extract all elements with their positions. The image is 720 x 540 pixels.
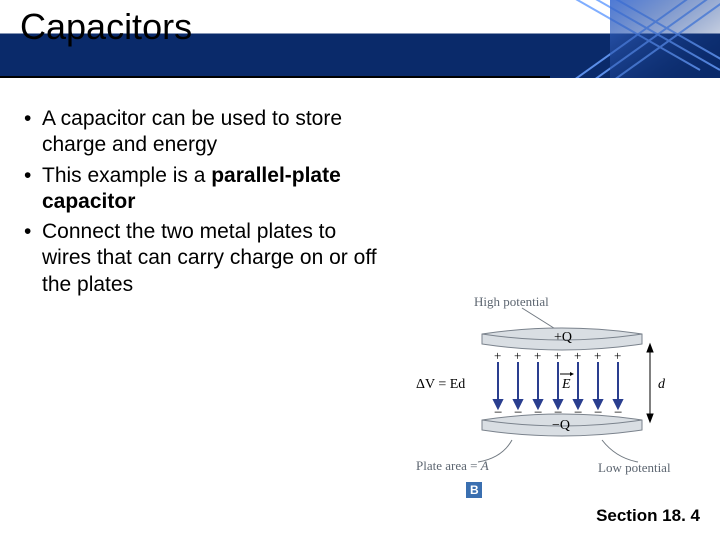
top-plate: +Q	[482, 328, 642, 350]
svg-text:E: E	[561, 377, 571, 392]
label-plus-q: +Q	[554, 330, 572, 345]
bullet-text: A capacitor can be used to store charge …	[42, 107, 342, 156]
bullet-item: Connect the two metal plates to wires th…	[20, 219, 390, 298]
bullet-item: This example is a parallel-plate capacit…	[20, 163, 390, 216]
bullet-item: A capacitor can be used to store charge …	[20, 106, 390, 159]
svg-text:+: +	[574, 348, 581, 363]
svg-text:+: +	[594, 348, 601, 363]
svg-text:+: +	[614, 348, 621, 363]
dimension-d: d	[647, 344, 666, 422]
label-minus-q: −Q	[552, 418, 570, 433]
svg-text:+: +	[554, 348, 561, 363]
label-plate-area: Plate area = A	[416, 458, 489, 473]
plus-charges: + + + + + + +	[494, 348, 621, 363]
label-low-potential: Low potential	[598, 460, 671, 475]
content-area: A capacitor can be used to store charge …	[0, 78, 720, 302]
badge-b: B	[466, 482, 482, 498]
svg-text:+: +	[494, 348, 501, 363]
field-arrows	[494, 362, 622, 408]
label-delta-v: ΔV = Ed	[416, 377, 465, 392]
svg-text:B: B	[470, 483, 479, 497]
label-high-potential: High potential	[474, 294, 549, 309]
capacitor-diagram: High potential +Q + + + + + + + E	[402, 290, 702, 505]
bullet-list: A capacitor can be used to store charge …	[20, 106, 390, 302]
bottom-plate: −Q	[482, 414, 642, 436]
svg-text:+: +	[534, 348, 541, 363]
bullet-text: This example is a	[42, 164, 211, 187]
title-bar: Capacitors	[0, 0, 720, 78]
slide-title: Capacitors	[20, 6, 192, 48]
bullet-text: Connect the two metal plates to wires th…	[42, 220, 377, 296]
svg-text:d: d	[658, 377, 666, 392]
svg-text:+: +	[514, 348, 521, 363]
title-decoration	[550, 0, 720, 78]
label-e-vector: E	[560, 372, 574, 392]
section-footer: Section 18. 4	[596, 506, 700, 526]
